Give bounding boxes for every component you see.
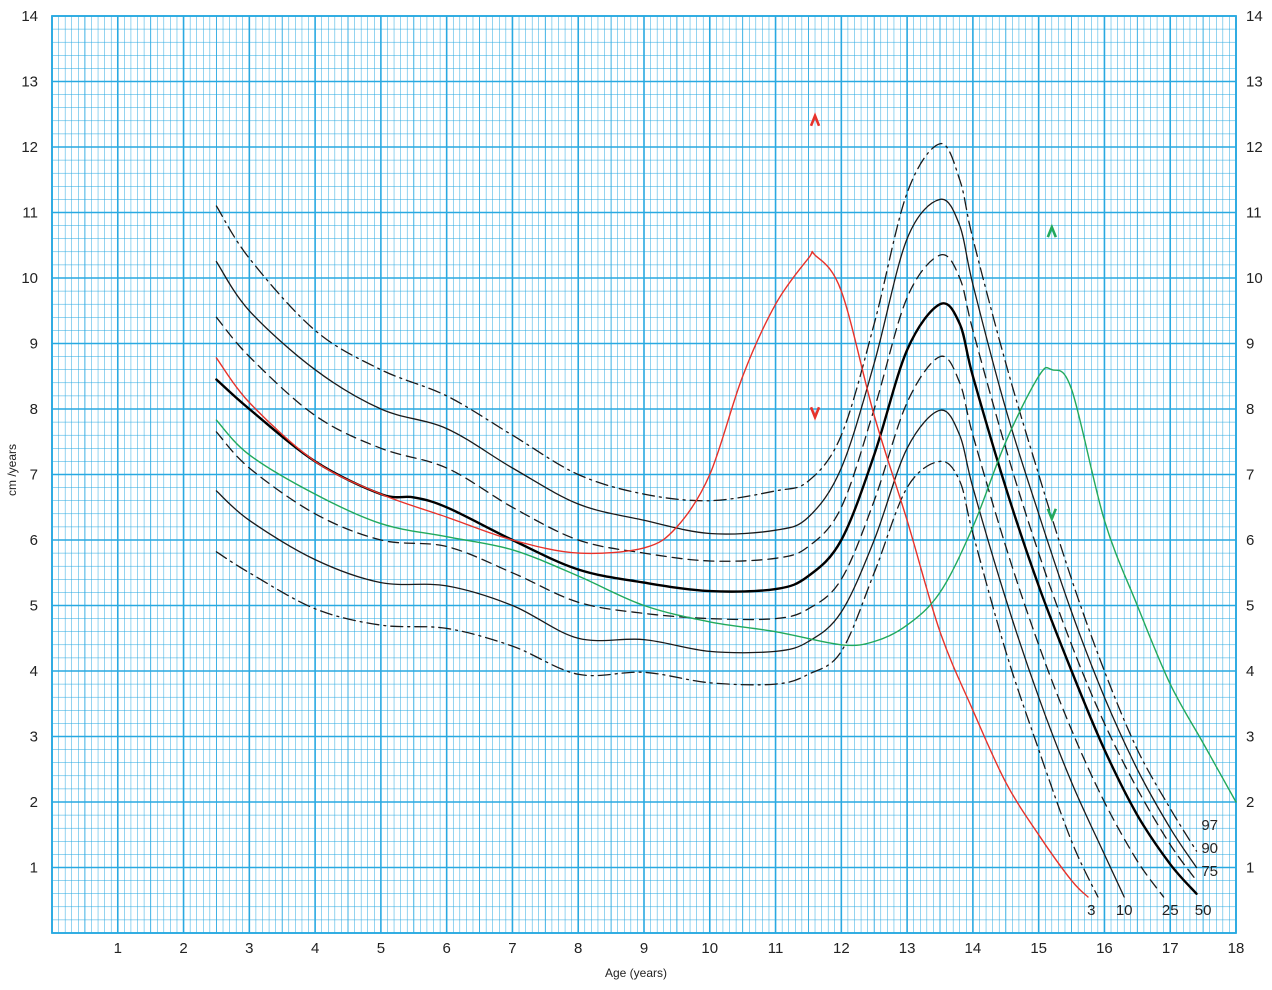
x-axis-label: Age (years) xyxy=(605,966,667,980)
series-line-green xyxy=(215,366,1237,803)
y-tick-label-right: 6 xyxy=(1246,532,1254,549)
x-tick-label: 13 xyxy=(899,940,916,957)
annotation-up-chevron xyxy=(1046,223,1058,238)
y-tick-label-right: 4 xyxy=(1246,663,1254,680)
y-tick-label-right: 14 xyxy=(1246,8,1263,25)
y-tick-label-left: 5 xyxy=(30,598,38,615)
x-tick-label: 4 xyxy=(311,940,319,957)
series-line-red xyxy=(215,250,1089,898)
y-tick-label-left: 6 xyxy=(30,532,38,549)
plot-frame xyxy=(51,15,1237,934)
curve-label: 10 xyxy=(1116,902,1133,919)
x-tick-label: 9 xyxy=(640,940,648,957)
y-tick-label-left: 3 xyxy=(30,729,38,746)
x-tick-label: 16 xyxy=(1096,940,1113,957)
curve-label: 25 xyxy=(1162,902,1179,919)
x-tick-label: 17 xyxy=(1162,940,1179,957)
y-tick-label-left: 7 xyxy=(30,467,38,484)
y-tick-label-right: 7 xyxy=(1246,467,1254,484)
y-tick-label-left: 13 xyxy=(21,74,38,91)
y-tick-label-right: 8 xyxy=(1246,401,1254,418)
x-tick-label: 18 xyxy=(1228,940,1245,957)
series-line-90 xyxy=(215,198,1198,869)
x-tick-label: 3 xyxy=(245,940,253,957)
curve-label: 97 xyxy=(1201,817,1218,834)
y-tick-label-left: 8 xyxy=(30,401,38,418)
y-tick-label-left: 1 xyxy=(30,860,38,877)
y-tick-label-right: 5 xyxy=(1246,598,1254,615)
x-tick-label: 1 xyxy=(114,940,122,957)
x-tick-label: 5 xyxy=(377,940,385,957)
axes: 1 2 3 4 5 6 7 8 9 10 11 12 13 14 15 16 17 181 12 23 34 45 56 67… xyxy=(21,8,1262,957)
y-axis-label: cm /years xyxy=(5,444,19,496)
y-tick-label-right: 10 xyxy=(1246,270,1263,287)
y-tick-label-left: 14 xyxy=(21,8,38,25)
y-tick-label-right: 9 xyxy=(1246,336,1254,353)
x-tick-label: 11 xyxy=(768,940,784,957)
curve-label: 75 xyxy=(1201,863,1218,880)
x-tick-label: 14 xyxy=(965,940,982,957)
series-line-75 xyxy=(215,253,1198,882)
x-tick-label: 8 xyxy=(574,940,582,957)
x-tick-label: 12 xyxy=(833,940,850,957)
y-tick-label-right: 13 xyxy=(1246,74,1263,91)
series-line-97 xyxy=(215,143,1198,852)
y-tick-label-right: 11 xyxy=(1246,205,1262,222)
y-tick-label-right: 2 xyxy=(1246,794,1254,811)
curve-label: 3 xyxy=(1087,902,1095,919)
series-line-3 xyxy=(215,460,1099,898)
series-line-10 xyxy=(215,409,1125,898)
y-tick-label-right: 12 xyxy=(1246,139,1263,156)
curve-label: 50 xyxy=(1195,902,1212,919)
series-group xyxy=(215,143,1237,898)
series-line-50 xyxy=(215,302,1198,895)
x-tick-label: 10 xyxy=(701,940,718,957)
x-tick-label: 6 xyxy=(442,940,450,957)
labels-group: 97 90 75 50 25 10 3 xyxy=(809,112,1218,919)
y-tick-label-right: 3 xyxy=(1246,729,1254,746)
grid xyxy=(51,15,1237,934)
y-tick-label-left: 9 xyxy=(30,336,38,353)
series-line-25 xyxy=(215,355,1165,898)
y-tick-label-left: 12 xyxy=(21,139,38,156)
curve-label: 90 xyxy=(1201,840,1218,857)
x-tick-label: 2 xyxy=(179,940,187,957)
annotation-down-chevron xyxy=(1046,508,1058,523)
x-tick-label: 15 xyxy=(1030,940,1047,957)
annotation-up-chevron xyxy=(809,112,821,127)
y-tick-label-left: 11 xyxy=(22,205,38,222)
y-tick-label-left: 4 xyxy=(30,663,38,680)
x-tick-label: 7 xyxy=(508,940,516,957)
y-tick-label-left: 2 xyxy=(30,794,38,811)
annotation-down-chevron xyxy=(809,406,821,421)
y-tick-label-left: 10 xyxy=(21,270,38,287)
y-tick-label-right: 1 xyxy=(1246,860,1254,877)
